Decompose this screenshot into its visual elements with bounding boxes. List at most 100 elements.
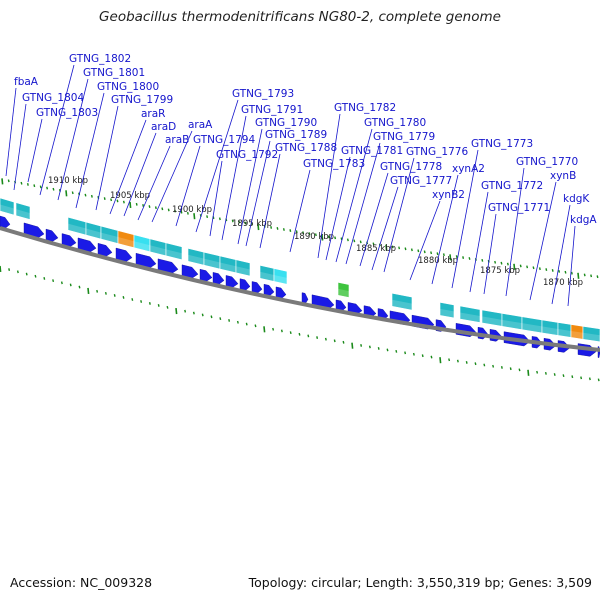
- cds-arrow: [77, 237, 97, 253]
- feature-box: [582, 325, 600, 343]
- feature-box-shade: [392, 299, 412, 311]
- gene-label: GTNG_1776: [406, 146, 468, 158]
- inner-tick: [509, 367, 512, 371]
- leader-line: [567, 225, 576, 307]
- scale-tick: [270, 225, 273, 229]
- gene-label: GTNG_1778: [380, 161, 442, 173]
- leader-line: [289, 169, 311, 253]
- inner-tick: [87, 287, 90, 295]
- inner-tick: [527, 369, 530, 376]
- scale-tick: [359, 240, 362, 244]
- leader-line: [109, 119, 147, 215]
- scale-tick: [538, 267, 541, 271]
- cds-arrow: [61, 233, 77, 247]
- feature-box: [439, 302, 455, 319]
- scale-tick: [250, 222, 253, 226]
- scale-tick: [321, 234, 324, 241]
- gene-label: GTNG_1800: [97, 81, 159, 93]
- leader-line: [529, 181, 557, 301]
- leader-line: [57, 78, 89, 201]
- inner-tick: [500, 366, 503, 369]
- leader-line: [345, 142, 381, 265]
- inner-tick: [448, 358, 451, 362]
- inner-tick: [254, 324, 257, 328]
- leader-line: [137, 145, 171, 221]
- inner-tick: [96, 289, 99, 293]
- gene-label: GTNG_1770: [516, 156, 578, 168]
- feature-box-shade: [558, 328, 571, 338]
- feature-box: [165, 242, 183, 261]
- cds-arrow: [45, 228, 59, 242]
- scale-tick: [545, 268, 548, 271]
- inner-tick: [386, 348, 389, 352]
- cds-arrow: [157, 258, 179, 274]
- inner-tick: [544, 371, 547, 375]
- inner-tick: [421, 354, 424, 358]
- inner-tick: [140, 300, 143, 303]
- leader-line: [5, 87, 17, 177]
- cds-arrow: [181, 264, 199, 279]
- scale-tick: [148, 205, 151, 209]
- leader-line: [95, 105, 119, 211]
- leader-line: [195, 99, 239, 233]
- cds-arrow: [239, 278, 251, 292]
- inner-tick: [580, 376, 583, 380]
- feature-box: [235, 259, 251, 277]
- gene-label: GTNG_1794: [193, 134, 255, 146]
- gene-label: GTNG_1802: [69, 53, 131, 65]
- gene-label: GTNG_1791: [241, 104, 303, 116]
- leader-line: [483, 213, 497, 295]
- leader-line: [209, 160, 223, 237]
- leader-line: [13, 103, 27, 191]
- inner-tick: [368, 345, 371, 349]
- inner-tick: [588, 377, 591, 381]
- inner-tick: [360, 344, 363, 347]
- gene-label: GTNG_1772: [481, 180, 543, 192]
- inner-tick: [34, 274, 37, 278]
- cds-arrow: [212, 272, 225, 285]
- feature-box: [0, 197, 15, 216]
- scale-tick: [167, 208, 170, 212]
- inner-tick: [298, 332, 301, 336]
- gene-label: xynA2: [452, 163, 485, 175]
- scale-labels: 1910 kbp 1905 kbp 1900 kbp 1895 kbp 1890…: [48, 176, 583, 288]
- gene-label: kdgK: [563, 193, 590, 205]
- gene-label: GTNG_1779: [373, 131, 435, 143]
- scale-tick: [519, 264, 522, 268]
- feature-box-shade: [236, 266, 250, 276]
- feature-box-shade: [134, 241, 150, 252]
- scale-tick: [353, 239, 356, 243]
- gene-label: GTNG_1782: [334, 102, 396, 114]
- leader-line: [325, 156, 351, 261]
- scale-tick: [26, 183, 29, 186]
- scale-tick: [346, 238, 349, 242]
- scale-tick: [506, 262, 509, 266]
- leader-line: [317, 113, 341, 259]
- feature-box-shade: [220, 262, 236, 273]
- gene-label: araB: [165, 134, 189, 146]
- cds-arrow: [135, 252, 157, 269]
- scale-tick: [551, 269, 554, 272]
- scale-tick: [327, 235, 330, 239]
- inner-tick: [333, 339, 336, 343]
- gene-label: araA: [188, 119, 213, 131]
- inner-tick: [263, 326, 266, 333]
- scale-tick-label: 1895 kbp: [232, 219, 272, 229]
- feature-box-shade: [101, 232, 118, 244]
- scale-tick: [564, 270, 567, 274]
- cds-arrow: [0, 215, 11, 229]
- inner-tick: [157, 304, 160, 307]
- inner-tick: [483, 363, 486, 367]
- scale-tick-label: 1885 kbp: [356, 244, 396, 254]
- scale-tick: [577, 272, 580, 279]
- leader-line: [123, 132, 157, 217]
- inner-tick: [52, 279, 55, 283]
- inner-tick: [377, 347, 380, 350]
- feature-box-shade: [0, 204, 14, 216]
- cds-arrow: [115, 247, 133, 262]
- feature-box-shade: [542, 326, 558, 336]
- inner-tick: [536, 370, 539, 374]
- inner-tick: [395, 349, 398, 353]
- inner-tick: [192, 311, 195, 315]
- cds-arrow: [251, 281, 263, 294]
